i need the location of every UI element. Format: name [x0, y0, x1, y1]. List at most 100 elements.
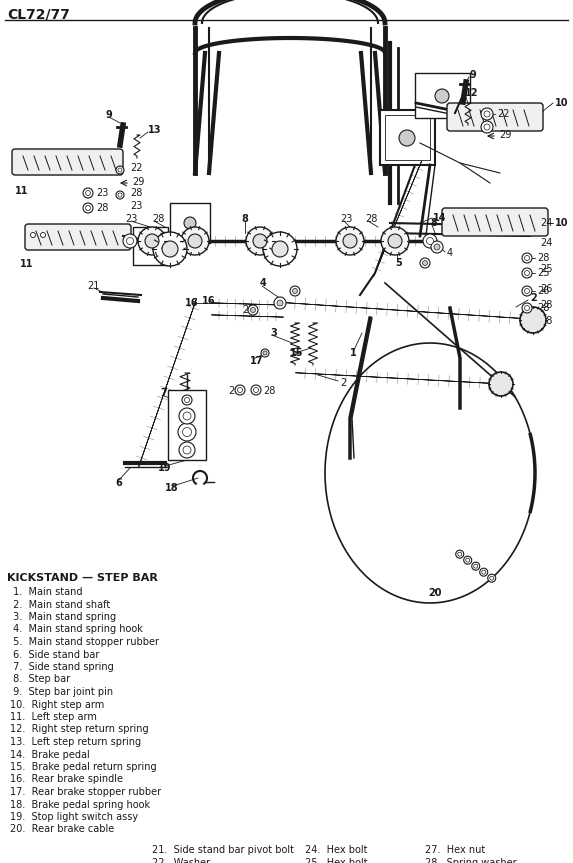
- Text: 3.  Main stand spring: 3. Main stand spring: [10, 612, 116, 622]
- Text: 3: 3: [270, 328, 277, 338]
- Text: 18: 18: [165, 483, 179, 493]
- Circle shape: [484, 124, 490, 130]
- Polygon shape: [285, 303, 520, 318]
- Text: 15.  Brake pedal return spring: 15. Brake pedal return spring: [10, 762, 156, 772]
- Text: 11: 11: [15, 186, 29, 196]
- Text: 9: 9: [105, 110, 112, 120]
- Circle shape: [456, 551, 464, 558]
- Text: 23: 23: [340, 214, 352, 224]
- Text: 7.  Side stand spring: 7. Side stand spring: [10, 662, 114, 672]
- Circle shape: [30, 232, 36, 237]
- Circle shape: [182, 427, 191, 437]
- Circle shape: [522, 303, 532, 313]
- Circle shape: [85, 205, 91, 211]
- Circle shape: [422, 261, 427, 266]
- Circle shape: [263, 232, 297, 266]
- Circle shape: [388, 234, 402, 248]
- FancyBboxPatch shape: [442, 208, 548, 236]
- Bar: [380, 110, 435, 165]
- Text: 20: 20: [428, 588, 442, 598]
- Text: 16: 16: [202, 296, 215, 306]
- Circle shape: [489, 372, 513, 396]
- Circle shape: [399, 130, 415, 146]
- Circle shape: [481, 121, 493, 133]
- Text: 7: 7: [160, 388, 167, 398]
- Circle shape: [153, 232, 187, 266]
- Text: 9.  Step bar joint pin: 9. Step bar joint pin: [10, 687, 113, 697]
- Text: 23: 23: [96, 188, 108, 198]
- Text: 11: 11: [20, 259, 33, 269]
- Circle shape: [274, 297, 286, 309]
- Text: 29: 29: [499, 130, 511, 140]
- Text: 26: 26: [537, 286, 550, 296]
- Text: 28: 28: [365, 214, 378, 224]
- Text: 21: 21: [87, 281, 99, 291]
- Text: 24: 24: [540, 218, 552, 228]
- Text: 2: 2: [340, 378, 346, 388]
- Text: 4: 4: [447, 248, 453, 258]
- Circle shape: [482, 570, 486, 574]
- FancyBboxPatch shape: [25, 224, 131, 250]
- Circle shape: [83, 203, 93, 213]
- Circle shape: [524, 288, 529, 293]
- Circle shape: [522, 268, 532, 278]
- Text: 22.  Washer: 22. Washer: [152, 858, 210, 863]
- Text: 8: 8: [242, 214, 249, 224]
- Circle shape: [253, 387, 258, 393]
- Text: 28: 28: [130, 188, 142, 198]
- Circle shape: [235, 385, 245, 395]
- Circle shape: [336, 227, 364, 255]
- Polygon shape: [211, 315, 284, 317]
- Text: 1: 1: [350, 348, 357, 358]
- Text: 6: 6: [115, 478, 121, 488]
- Circle shape: [251, 385, 261, 395]
- Circle shape: [488, 574, 496, 583]
- Text: 28: 28: [540, 300, 552, 310]
- Circle shape: [524, 255, 529, 261]
- Circle shape: [178, 423, 196, 441]
- Text: 10: 10: [555, 98, 568, 108]
- Circle shape: [522, 253, 532, 263]
- Circle shape: [520, 307, 546, 333]
- Bar: [170, 203, 210, 243]
- Bar: [415, 73, 470, 118]
- Bar: [168, 390, 206, 460]
- Circle shape: [431, 241, 443, 253]
- Text: 25: 25: [537, 268, 550, 278]
- Circle shape: [524, 270, 529, 275]
- Circle shape: [458, 552, 462, 556]
- Text: 11.  Left step arm: 11. Left step arm: [10, 712, 97, 722]
- Circle shape: [185, 398, 190, 402]
- Text: 28: 28: [537, 253, 550, 263]
- Circle shape: [420, 258, 430, 268]
- Text: 13.  Left step return spring: 13. Left step return spring: [10, 737, 141, 747]
- Circle shape: [272, 241, 288, 257]
- Text: 8: 8: [430, 218, 437, 228]
- Circle shape: [472, 562, 480, 570]
- Circle shape: [41, 232, 45, 237]
- Text: 23: 23: [125, 214, 138, 224]
- Text: 6.  Side stand bar: 6. Side stand bar: [10, 650, 99, 659]
- Text: 4.  Main stand spring hook: 4. Main stand spring hook: [10, 625, 143, 634]
- Text: 23: 23: [130, 201, 142, 211]
- Text: 28.  Spring washer: 28. Spring washer: [425, 858, 517, 863]
- Text: CL72/77: CL72/77: [7, 8, 70, 22]
- Text: 17: 17: [250, 356, 264, 366]
- Circle shape: [182, 395, 192, 405]
- Text: KICKSTAND — STEP BAR: KICKSTAND — STEP BAR: [7, 573, 158, 583]
- Circle shape: [123, 234, 137, 248]
- Text: 2: 2: [530, 293, 537, 303]
- Circle shape: [435, 89, 449, 103]
- Circle shape: [480, 568, 488, 576]
- Circle shape: [253, 234, 267, 248]
- Text: 14: 14: [433, 213, 446, 223]
- Text: 17.  Rear brake stopper rubber: 17. Rear brake stopper rubber: [10, 787, 161, 797]
- Text: 24.  Hex bolt: 24. Hex bolt: [305, 845, 367, 855]
- Text: 16.  Rear brake spindle: 16. Rear brake spindle: [10, 774, 123, 784]
- Circle shape: [116, 191, 124, 199]
- Circle shape: [343, 234, 357, 248]
- FancyBboxPatch shape: [12, 149, 123, 175]
- Bar: [133, 227, 168, 265]
- Circle shape: [381, 227, 409, 255]
- Circle shape: [188, 234, 202, 248]
